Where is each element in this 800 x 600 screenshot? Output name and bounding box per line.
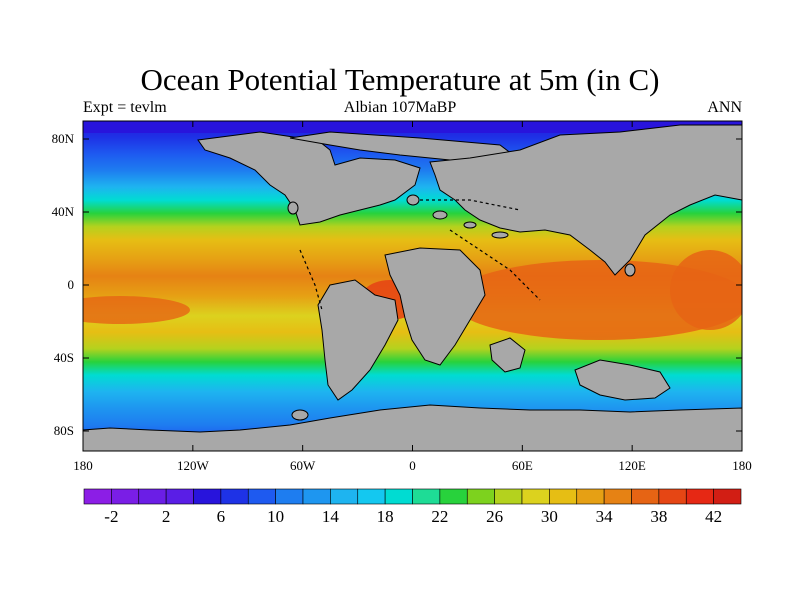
colorbar-swatch <box>357 488 386 505</box>
colorbar-swatch <box>631 488 660 505</box>
colorbar-swatch <box>193 488 222 505</box>
colorbar-label: 26 <box>486 507 504 526</box>
india-land <box>489 337 526 373</box>
lat-label: 80S <box>53 423 74 438</box>
lon-label: 180 <box>732 458 752 473</box>
colorbar <box>83 488 742 505</box>
colorbar-label: 10 <box>267 507 285 526</box>
colorbar-swatch <box>439 488 468 505</box>
lon-label: 0 <box>409 458 416 473</box>
lon-label: 60E <box>511 458 533 473</box>
lon-label: 180 <box>73 458 93 473</box>
lat-label: 40N <box>51 204 74 219</box>
season-label: ANN <box>707 99 742 116</box>
south-america-land <box>317 279 399 401</box>
island <box>432 210 448 220</box>
island <box>406 194 420 206</box>
colorbar-swatch <box>685 488 714 505</box>
colorbar-label: -2 <box>104 507 119 526</box>
land-masses <box>82 124 743 452</box>
colorbar-swatch <box>412 488 441 505</box>
colorbar-label: 42 <box>705 507 723 526</box>
lon-label: 120W <box>176 458 209 473</box>
island <box>491 231 509 239</box>
lat-label: 80N <box>51 131 74 146</box>
colorbar-swatch <box>275 488 304 505</box>
colorbar-swatch <box>521 488 550 505</box>
colorbar-swatch <box>549 488 578 505</box>
period-label: Albian 107MaBP <box>343 99 457 116</box>
north-america-land <box>197 131 421 226</box>
colorbar-swatch <box>83 488 112 505</box>
colorbar-label: 38 <box>650 507 668 526</box>
colorbar-swatch <box>713 488 742 505</box>
colorbar-label: 34 <box>595 507 613 526</box>
island <box>287 201 299 215</box>
australia-land <box>574 359 671 401</box>
colorbar-swatch <box>494 488 523 505</box>
island <box>624 263 636 277</box>
colorbar-swatch <box>138 488 167 505</box>
colorbar-swatch <box>603 488 632 505</box>
colorbar-label: 2 <box>161 507 171 526</box>
lat-label: 0 <box>67 277 75 292</box>
colorbar-swatch <box>658 488 687 505</box>
colorbar-label: 30 <box>540 507 558 526</box>
lat-label: 40S <box>53 350 74 365</box>
coastline-dashes <box>299 199 541 311</box>
colorbar-swatch <box>330 488 359 505</box>
map-title: Ocean Potential Temperature at 5m (in C) <box>140 62 660 97</box>
colorbar-swatch <box>466 488 495 505</box>
latitude-ticks <box>83 138 742 432</box>
eurasia-land <box>429 124 743 276</box>
colorbar-swatch <box>220 488 249 505</box>
lon-label: 120E <box>618 458 646 473</box>
colorbar-swatch <box>384 488 413 505</box>
colorbar-swatch <box>111 488 140 505</box>
colorbar-label: 18 <box>376 507 394 526</box>
colorbar-swatch <box>247 488 276 505</box>
colorbar-swatch <box>302 488 331 505</box>
antarctica-land <box>82 404 743 452</box>
colorbar-label: 14 <box>321 507 339 526</box>
colorbar-label: 6 <box>216 507 226 526</box>
colorbar-label: 22 <box>431 507 449 526</box>
longitude-ticks <box>82 121 743 451</box>
colorbar-swatch <box>165 488 194 505</box>
colorbar-swatch <box>576 488 605 505</box>
island <box>291 409 309 421</box>
island <box>463 221 477 229</box>
africa-land <box>384 247 486 366</box>
lon-label: 60W <box>290 458 316 473</box>
experiment-label: Expt = tevlm <box>83 99 167 116</box>
